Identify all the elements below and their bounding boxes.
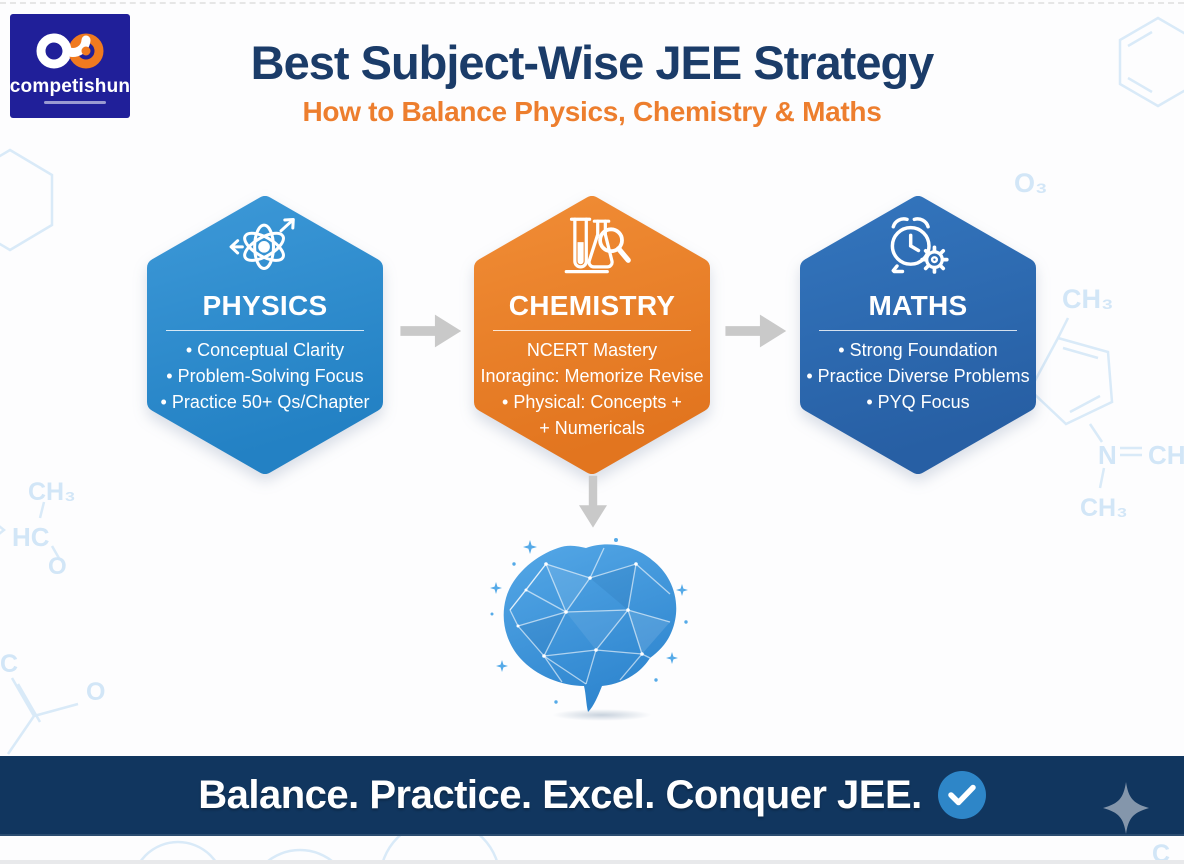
formula-label: HC (12, 522, 50, 552)
down-arrow-icon (579, 475, 607, 528)
formula-label: O (86, 678, 105, 706)
brain-shadow (552, 709, 652, 721)
divider (166, 330, 364, 331)
formula-label: N (1098, 440, 1117, 470)
sparkle-icon (1103, 782, 1149, 834)
page-title: Best Subject-Wise JEE Strategy (250, 36, 935, 89)
bottom-edge-strip (0, 860, 1184, 864)
list-item: • Problem-Solving Focus (166, 366, 364, 386)
formula-label: CH (1148, 440, 1184, 470)
formula-label: O (48, 553, 67, 580)
list-item: • PYQ Focus (866, 392, 970, 412)
right-arrow-icon (400, 314, 462, 348)
formula-label: CH₃ (1062, 284, 1113, 314)
divider (819, 330, 1017, 331)
chemistry-hexagon (474, 196, 710, 474)
maths-card-title: MATHS (868, 290, 968, 321)
footer-slogan: Balance. Practice. Excel. Conquer JEE. (198, 772, 922, 817)
list-item: • Practice Diverse Problems (806, 366, 1030, 386)
chemistry-card-items: NCERT Mastery Inoraginc: Memorize Revise… (480, 337, 703, 441)
sparkle-icons (490, 538, 688, 704)
physics-hexagon (147, 196, 383, 474)
formula-label: C (0, 650, 18, 678)
formula-label: O₃ (1014, 168, 1048, 198)
top-dashed-rule (0, 2, 1184, 4)
list-item: • Practice 50+ Qs/Chapter (160, 392, 370, 412)
competishun-logo: competishun (10, 14, 130, 118)
maths-card-items: • Strong Foundation • Practice Diverse P… (806, 337, 1029, 415)
physics-card-items: • Conceptual Clarity • Problem-Solving F… (161, 337, 370, 415)
chemistry-lab-icon (564, 217, 631, 274)
maths-hexagon (800, 196, 1036, 474)
logo-brand-text: competishun (9, 76, 131, 97)
alarm-clock-gear-icon (890, 217, 949, 274)
list-item: NCERT Mastery (526, 340, 658, 360)
chemistry-card-title: CHEMISTRY (508, 290, 676, 321)
list-item: + Numericals (539, 418, 645, 438)
page-subtitle: How to Balance Physics, Chemistry & Math… (302, 96, 882, 128)
maths-card: MATHS • Strong Foundation • Practice Div… (800, 196, 1036, 474)
ring-doodle-top-left (0, 148, 54, 252)
footer-banner: Balance. Practice. Excel. Conquer JEE. (0, 756, 1184, 836)
physics-card: PHYSICS • Conceptual Clarity • Problem-S… (147, 196, 383, 474)
formula-label: CH₃ (28, 478, 76, 506)
list-item: • Physical: Concepts + (502, 392, 682, 412)
right-arrow-icon (725, 314, 787, 348)
infinity-logo-icon (36, 33, 104, 69)
list-item: • Conceptual Clarity (185, 340, 345, 360)
brain-illustration (490, 538, 688, 712)
logo-tagline (44, 101, 106, 104)
divider (493, 330, 691, 331)
physics-card-title: PHYSICS (202, 290, 328, 321)
chemistry-card: CHEMISTRY NCERT Mastery Inoraginc: Memor… (474, 196, 710, 474)
check-icon (937, 771, 986, 819)
atom-icon (229, 217, 295, 271)
pentagon-ring-doodle (1028, 336, 1114, 426)
formula-label: CH₃ (1080, 494, 1128, 522)
header: Best Subject-Wise JEE Strategy How to Ba… (0, 38, 1184, 128)
list-item: Inoraginc: Memorize Revise (480, 366, 704, 386)
list-item: • Strong Foundation (838, 340, 998, 360)
